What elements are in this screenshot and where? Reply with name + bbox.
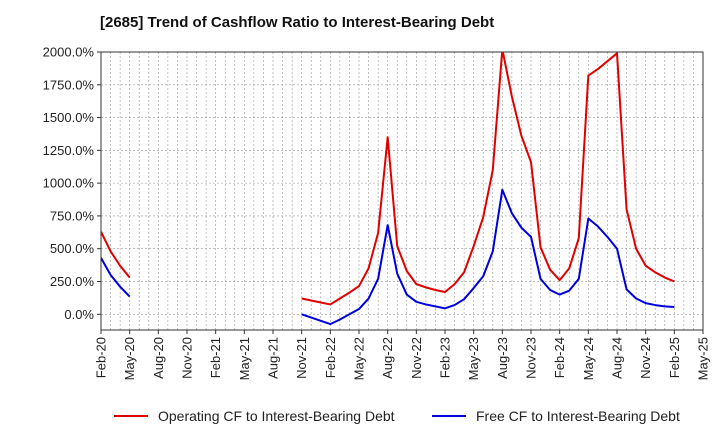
x-tick-label: Feb-25 xyxy=(667,337,682,378)
series-line xyxy=(301,188,675,326)
y-tick-label: 2000.0% xyxy=(43,45,95,60)
legend-label-operating-cf: Operating CF to Interest-Bearing Debt xyxy=(158,408,395,424)
legend-swatch-operating-cf xyxy=(114,415,148,417)
x-tick-label: May-24 xyxy=(581,337,596,380)
x-tick-label: May-22 xyxy=(352,337,367,380)
x-tick-label: Feb-20 xyxy=(94,337,109,378)
x-tick-label: Aug-22 xyxy=(380,337,395,379)
y-tick-label: 1750.0% xyxy=(43,77,95,92)
x-tick-label: Nov-24 xyxy=(638,337,653,379)
plot-frame xyxy=(100,51,704,331)
y-tick-label: 250.0% xyxy=(50,274,95,289)
x-tick-label: Aug-23 xyxy=(495,337,510,379)
x-tick-label: Nov-21 xyxy=(294,337,309,379)
x-tick-label: Feb-21 xyxy=(208,337,223,378)
x-tick-label: Nov-20 xyxy=(180,337,195,379)
x-tick-label: Feb-23 xyxy=(438,337,453,378)
x-tick-label: May-25 xyxy=(696,337,711,380)
y-tick-label: 1500.0% xyxy=(43,110,95,125)
x-tick-label: Nov-22 xyxy=(409,337,424,379)
legend-label-free-cf: Free CF to Interest-Bearing Debt xyxy=(476,408,680,424)
x-tick-label: Aug-20 xyxy=(151,337,166,379)
series-line xyxy=(101,231,131,279)
y-tick-label: 1000.0% xyxy=(43,176,95,191)
y-tick-label: 500.0% xyxy=(50,241,95,256)
series-line xyxy=(101,257,131,298)
x-tick-label: Aug-24 xyxy=(610,337,625,379)
x-tick-label: Feb-22 xyxy=(323,337,338,378)
chart-title: [2685] Trend of Cashflow Ratio to Intere… xyxy=(100,14,495,31)
series-line xyxy=(301,52,675,306)
legend: Operating CF to Interest-Bearing Debt Fr… xyxy=(0,404,720,428)
series-0 xyxy=(101,52,675,306)
y-tick-label: 750.0% xyxy=(50,208,95,223)
x-tick-label: Feb-24 xyxy=(552,337,567,378)
series-1 xyxy=(101,188,675,326)
x-tick-label: May-21 xyxy=(237,337,252,380)
legend-item-free-cf: Free CF to Interest-Bearing Debt xyxy=(432,404,680,428)
y-tick-label: 1250.0% xyxy=(43,143,95,158)
legend-item-operating-cf: Operating CF to Interest-Bearing Debt xyxy=(114,404,395,428)
x-tick-label: Nov-23 xyxy=(524,337,539,379)
x-tick-label: May-20 xyxy=(122,337,137,380)
x-tick-label: May-23 xyxy=(466,337,481,380)
x-tick-label: Aug-21 xyxy=(266,337,281,379)
legend-swatch-free-cf xyxy=(432,415,466,417)
y-tick-label: 0.0% xyxy=(64,307,94,322)
